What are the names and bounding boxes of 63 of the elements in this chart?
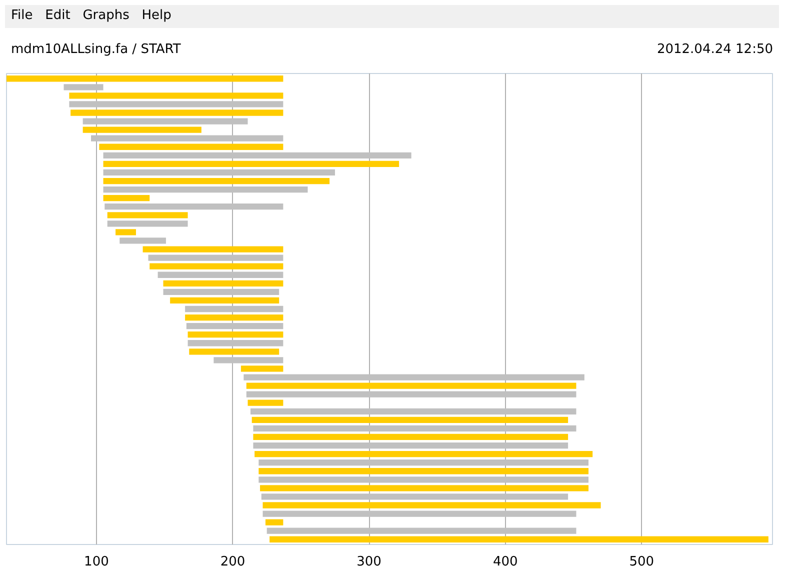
bar: [186, 322, 284, 330]
bar: [163, 288, 280, 296]
bar: [258, 468, 588, 474]
bar: [254, 450, 593, 458]
bar: [253, 434, 568, 440]
bar: [170, 297, 280, 304]
chart-subtitle: 2012.04.24 12:50: [656, 41, 773, 59]
bar: [253, 442, 568, 449]
bar: [103, 178, 330, 184]
bar: [262, 502, 601, 508]
bar: [107, 212, 188, 218]
x-tick-label: 100: [84, 554, 109, 570]
bar: [158, 272, 284, 278]
bar: [99, 144, 284, 150]
bar: [104, 204, 284, 210]
chart-title: mdm10ALLsing.fa / START: [11, 41, 181, 59]
x-tick-label: 500: [629, 554, 654, 570]
bar: [148, 254, 284, 261]
bar: [70, 110, 284, 116]
bar: [258, 460, 588, 466]
bar: [6, 76, 284, 82]
bar: [188, 332, 284, 338]
bar: [246, 391, 576, 398]
bar: [185, 314, 284, 321]
bar: [260, 485, 588, 492]
bar: [258, 476, 588, 483]
bar: [64, 84, 104, 90]
bar: [82, 118, 248, 124]
x-tick-label: 300: [356, 554, 382, 570]
bar: [266, 528, 576, 534]
bar: [120, 238, 166, 244]
bar: [240, 366, 284, 372]
bar: [252, 416, 568, 423]
bar: [261, 494, 568, 500]
bar: [250, 408, 576, 414]
bar: [91, 135, 284, 142]
x-tick-label: 200: [220, 554, 246, 570]
bar: [246, 382, 576, 389]
bar: [185, 306, 284, 312]
bar: [103, 160, 400, 168]
bar: [142, 246, 284, 252]
bar: [253, 425, 576, 432]
bar: [107, 220, 188, 227]
bar: [103, 195, 150, 202]
x-tick-label: 400: [492, 554, 518, 570]
bar: [69, 101, 284, 108]
bar: [103, 152, 412, 158]
bar: [214, 357, 284, 364]
bar: [270, 536, 768, 542]
bar: [244, 374, 584, 380]
bar: [265, 519, 284, 526]
text: File Edit Graphs Help: [11, 8, 172, 23]
bar: [82, 126, 202, 133]
bar: [150, 263, 284, 270]
bar: [262, 510, 576, 517]
bar: [116, 229, 136, 236]
bar: [103, 169, 335, 176]
bar: [69, 92, 284, 99]
bar: [189, 348, 280, 355]
bar: [103, 186, 308, 193]
bar: [163, 280, 284, 286]
bar: [248, 400, 284, 406]
bar: [188, 340, 284, 346]
